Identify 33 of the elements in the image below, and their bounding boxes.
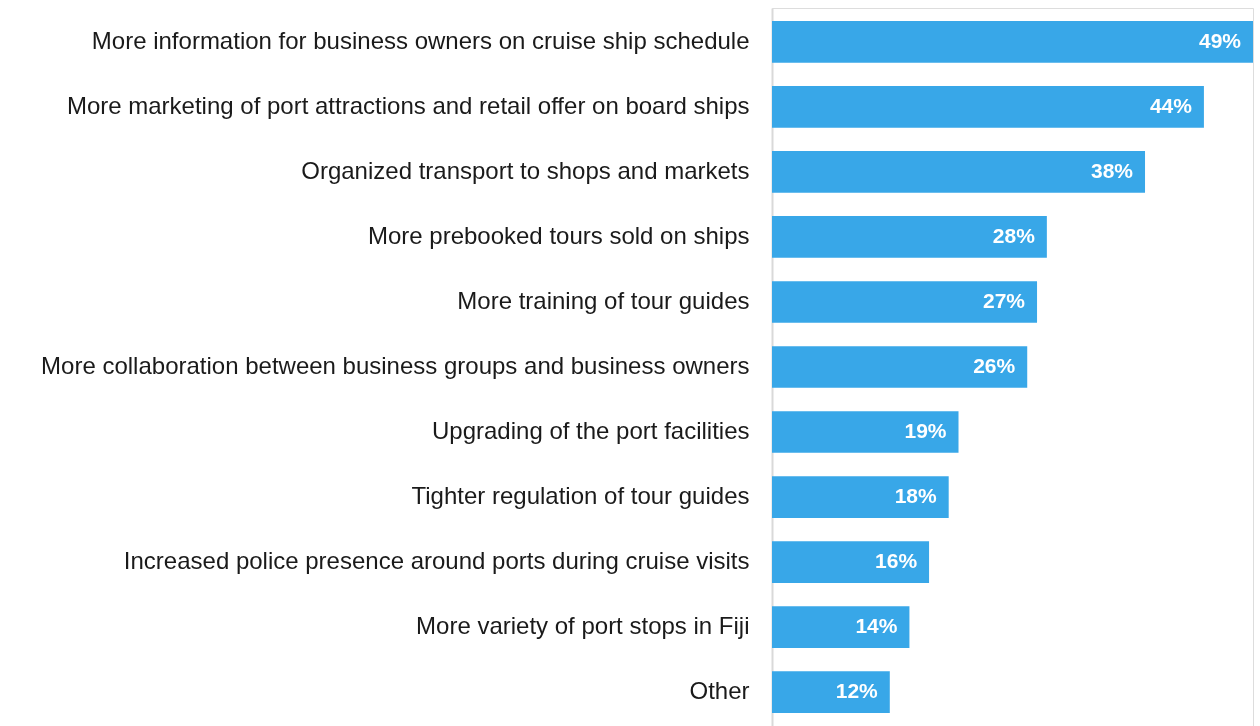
bar bbox=[772, 476, 949, 518]
data-label: 19% bbox=[904, 419, 947, 443]
y-tick-label: More variety of port stops in Fiji bbox=[416, 612, 750, 640]
data-label: 14% bbox=[855, 614, 898, 638]
y-tick-label: Upgrading of the port facilities bbox=[431, 417, 750, 445]
y-tick-label: Tighter regulation of tour guides bbox=[411, 482, 750, 510]
data-label: 12% bbox=[835, 679, 879, 703]
data-label: 16% bbox=[875, 549, 918, 573]
y-tick-label: Other bbox=[689, 677, 750, 705]
bar bbox=[772, 606, 910, 648]
y-tick-label: More training of tour guides bbox=[457, 286, 750, 314]
bar bbox=[772, 671, 890, 713]
bar bbox=[772, 216, 1047, 258]
data-label: 28% bbox=[992, 223, 1036, 247]
data-label: 44% bbox=[1149, 93, 1193, 117]
y-tick-label: More marketing of port attractions and retail offer on board ships bbox=[66, 91, 750, 119]
bar bbox=[772, 86, 1204, 128]
bar bbox=[772, 346, 1028, 388]
bar bbox=[772, 21, 1253, 63]
data-label: 49% bbox=[1198, 28, 1242, 52]
bar bbox=[772, 411, 959, 453]
y-tick-label: Increased police presence around ports during cruise visits bbox=[123, 547, 750, 575]
bar bbox=[772, 281, 1038, 323]
data-label: 27% bbox=[983, 288, 1026, 312]
y-tick-label: Organized transport to shops and markets bbox=[301, 156, 750, 184]
bar bbox=[772, 151, 1146, 193]
y-tick-label: More prebooked tours sold on ships bbox=[367, 221, 750, 249]
y-tick-label: More information for business owners on cruise ship schedule bbox=[91, 26, 750, 54]
bar bbox=[772, 541, 930, 583]
data-label: 38% bbox=[1090, 158, 1134, 182]
y-tick-label: More collaboration between business groups and business owners bbox=[41, 352, 750, 379]
data-label: 18% bbox=[894, 484, 938, 508]
data-label: 26% bbox=[973, 354, 1016, 377]
